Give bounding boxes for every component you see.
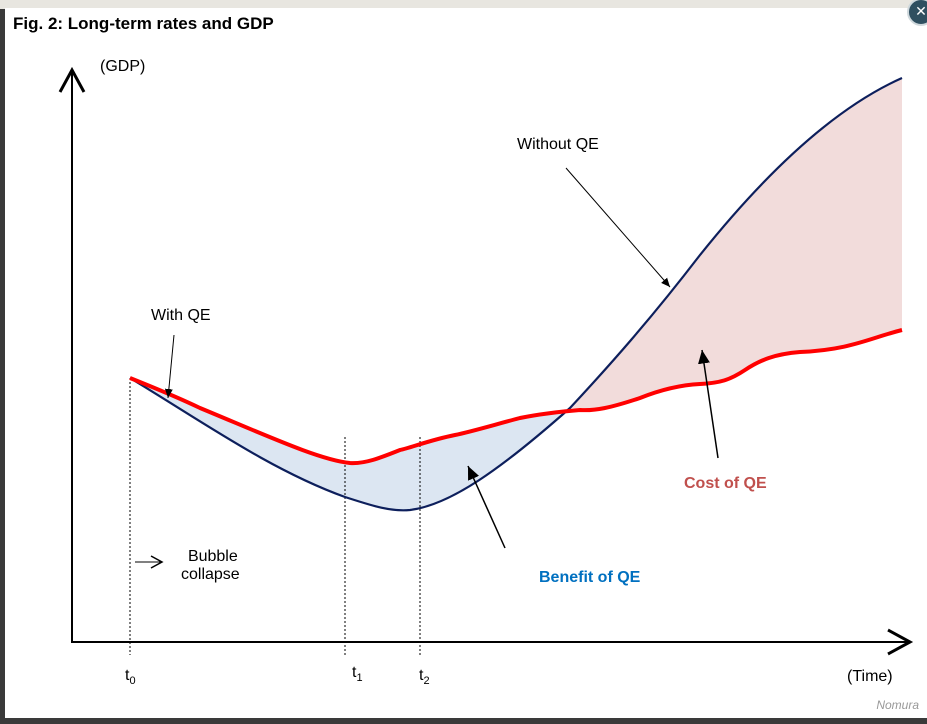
benefit-arrow: [467, 465, 506, 549]
benefit-label: Benefit of QE: [539, 569, 641, 586]
figure-modal: Fig. 2: Long-term rates and GDP ✕ (GDP) …: [5, 0, 927, 718]
x-axis-label: (Time): [847, 668, 893, 685]
t0-sub: 0: [129, 675, 136, 688]
without-qe-arrow: [565, 167, 671, 288]
background-page: [0, 0, 927, 9]
figure-title: Fig. 2: Long-term rates and GDP: [13, 14, 274, 33]
with-qe-arrow: [164, 334, 175, 399]
cost-label: Cost of QE: [684, 475, 767, 492]
with-qe-label: With QE: [151, 307, 211, 324]
t1-label: t1: [352, 664, 363, 684]
bubble-line2: collapse: [181, 566, 240, 583]
bubble-collapse-label: Bubble collapse: [181, 548, 240, 584]
t2-label: t2: [419, 667, 430, 687]
without-qe-line: [129, 76, 903, 512]
bubble-line1: Bubble: [187, 548, 238, 565]
t1-sub: 1: [356, 672, 363, 685]
t0-base: t: [125, 667, 130, 684]
cost-arrow: [698, 349, 719, 459]
t2-base: t: [419, 667, 424, 684]
diagram: [58, 66, 914, 656]
with-qe-line: [129, 328, 903, 466]
close-icon[interactable]: ✕: [907, 0, 927, 26]
t2-sub: 2: [423, 675, 430, 688]
without-qe-label: Without QE: [517, 136, 599, 153]
benefit-area: [130, 378, 570, 511]
credit: Nomura: [876, 698, 919, 712]
t0-label: t0: [125, 667, 136, 687]
t1-base: t: [352, 664, 357, 681]
y-axis-label: (GDP): [100, 58, 146, 75]
cost-area: [570, 78, 902, 410]
